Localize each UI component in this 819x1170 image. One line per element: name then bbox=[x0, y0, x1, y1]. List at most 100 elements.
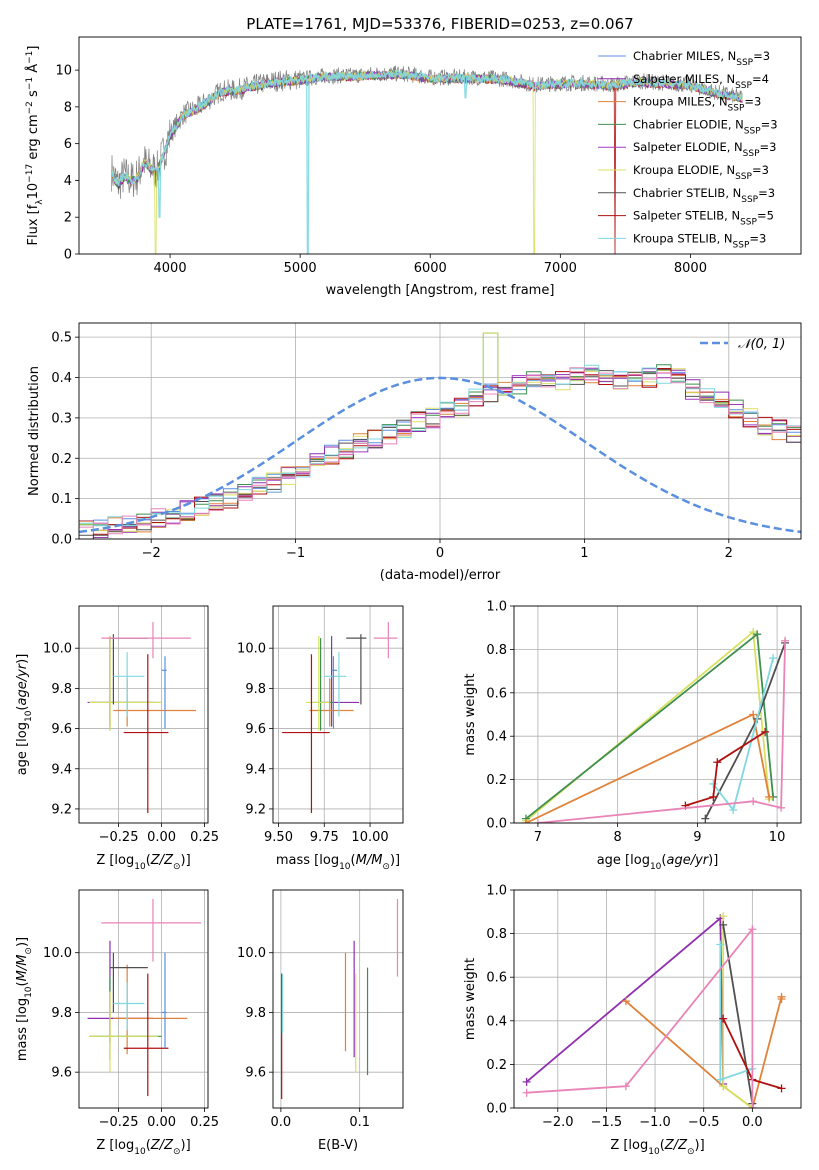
age_vs_Z-xlabel-part: ⊙ bbox=[173, 862, 181, 872]
weight-marker bbox=[729, 805, 738, 814]
x-tick-label: −0.5 bbox=[688, 1115, 720, 1130]
x-tick-label: 5000 bbox=[284, 261, 317, 276]
y-tick-label: 10.0 bbox=[43, 946, 72, 961]
y-tick-label: 9.2 bbox=[51, 802, 72, 817]
weight_vs_Z-xlabel-part: 10 bbox=[648, 1147, 660, 1157]
mass_vs_ebv-panel: 0.0 0.1 9.6 9.8 10.0 E(B-V) bbox=[237, 889, 404, 1153]
age_vs_Z-ylabel-part: age [log bbox=[15, 722, 30, 775]
x-tick-label: 0.0 bbox=[742, 1115, 763, 1130]
mass_vs_Z-points bbox=[87, 898, 202, 1097]
weight_vs_Z-xlabel: Z [log10(Z/Z⊙)] bbox=[610, 1138, 704, 1157]
y-tick-label: 0.8 bbox=[486, 643, 507, 658]
legend-label: Salpeter ELODIE, NSSP=3 bbox=[633, 140, 776, 159]
residuals-xlabel: (data-model)/error bbox=[380, 568, 501, 583]
y-tick-label: 9.6 bbox=[245, 1066, 266, 1081]
weight-marker bbox=[765, 792, 774, 801]
model-line-kroupa_stelib bbox=[110, 69, 743, 254]
spectrum-ylabel-part: −17 bbox=[25, 164, 35, 183]
age_vs_Z-ylabel: age [log10(age/yr)] bbox=[15, 654, 34, 776]
axes-frame bbox=[78, 322, 802, 540]
spectrum-ylabel-part: 10 bbox=[26, 183, 41, 200]
legend-label-part: SSP bbox=[735, 172, 752, 182]
age_vs_mass-xlabel-part: mass [log bbox=[276, 853, 339, 868]
y-tick-label: 0 bbox=[64, 248, 72, 263]
axes-frame bbox=[513, 605, 802, 824]
y-tick-label: 9.6 bbox=[51, 1066, 72, 1081]
spectrum-ylabel-part: λ bbox=[35, 199, 45, 205]
legend-label-part: =3 bbox=[744, 95, 761, 109]
legend-label-part: Salpeter STELIB, N bbox=[633, 209, 740, 223]
legend-label-part: SSP bbox=[740, 218, 757, 228]
legend-label-part: =3 bbox=[753, 49, 770, 63]
y-tick-label: 0.0 bbox=[486, 817, 507, 832]
y-tick-label: 9.8 bbox=[245, 1006, 266, 1021]
spectrum-ylabel-part: Å bbox=[25, 64, 41, 77]
x-tick-label: 10 bbox=[769, 830, 786, 845]
y-tick-label: 0.8 bbox=[486, 927, 507, 942]
mass_vs_Z-xlabel: Z [log10(Z/Z⊙)] bbox=[96, 1138, 190, 1157]
age_vs_Z-xlabel-part: Z/Z bbox=[150, 853, 174, 868]
age_vs_Z-ylabel-part: ( bbox=[15, 706, 30, 711]
y-tick-label: 6 bbox=[64, 137, 72, 152]
weight_vs_Z-ylabel: mass weight bbox=[463, 958, 478, 1040]
legend-label: Kroupa STELIB, NSSP=3 bbox=[633, 231, 766, 250]
weight-marker bbox=[777, 995, 786, 1003]
weight-marker bbox=[749, 710, 758, 719]
legend-label-part: =5 bbox=[757, 209, 774, 223]
y-tick-label: 0.6 bbox=[486, 686, 507, 701]
y-tick-label: 0.0 bbox=[51, 533, 72, 548]
legend-label-part: Kroupa MILES, N bbox=[633, 95, 728, 109]
y-tick-label: 10.0 bbox=[237, 946, 266, 961]
y-tick-label: 10.0 bbox=[237, 642, 266, 657]
legend-label-part: SSP bbox=[744, 126, 761, 136]
legend-label-part: SSP bbox=[736, 58, 753, 68]
legend-label-part: Salpeter ELODIE, N bbox=[633, 140, 743, 154]
mass_vs_ebv-points bbox=[281, 898, 399, 1100]
age_vs_mass-points bbox=[282, 622, 398, 813]
mass_vs_Z-ylabel-part: 10 bbox=[24, 986, 34, 998]
x-tick-label: 8000 bbox=[674, 261, 707, 276]
weight-line-pink bbox=[526, 926, 754, 1108]
mass_vs_Z-xlabel-part: Z/Z bbox=[150, 1138, 174, 1153]
y-tick-label: 2 bbox=[64, 211, 72, 226]
weight_vs_age-series bbox=[521, 628, 790, 823]
weight-marker bbox=[753, 630, 762, 639]
weight-marker bbox=[749, 797, 758, 806]
age_vs_Z-ylabel-part: )] bbox=[15, 654, 30, 664]
legend-label-part: =3 bbox=[758, 186, 775, 200]
mass_vs_Z-ylabel-part: ( bbox=[15, 981, 30, 986]
weight-line-kroupa_stelib bbox=[719, 944, 753, 1081]
age_vs_mass-xlabel-part: 10 bbox=[339, 862, 351, 872]
x-tick-label: 1 bbox=[580, 546, 588, 561]
y-tick-label: 8 bbox=[64, 100, 72, 115]
weight_vs_age-xlabel-part: age/yr bbox=[666, 853, 709, 868]
weight-marker bbox=[777, 1084, 786, 1093]
y-tick-label: 9.6 bbox=[51, 722, 72, 737]
y-tick-label: 0.2 bbox=[486, 1058, 507, 1073]
y-tick-label: 0.2 bbox=[51, 452, 72, 467]
weight_vs_age-xlabel: age [log10(age/yr)] bbox=[597, 853, 719, 872]
weight_vs_Z-xlabel-part: ( bbox=[660, 1138, 665, 1153]
y-tick-label: 0.2 bbox=[486, 773, 507, 788]
mass_vs_Z-ylabel-part: mass [log bbox=[15, 998, 30, 1061]
weight-marker bbox=[709, 779, 718, 788]
weight-marker bbox=[719, 920, 728, 929]
x-tick-label: −2 bbox=[142, 546, 161, 561]
weight-line-pink bbox=[537, 640, 786, 823]
legend-label: 𝒩(0, 1) bbox=[738, 337, 785, 352]
spectrum-ylabel-part: erg cm bbox=[26, 114, 41, 163]
weight-marker bbox=[709, 792, 718, 801]
spectrum-ylabel-part: −1 bbox=[25, 77, 35, 90]
legend-label-part: =3 bbox=[761, 117, 778, 131]
y-tick-label: 0.0 bbox=[486, 1102, 507, 1117]
x-tick-label: 0.00 bbox=[147, 1115, 176, 1130]
x-tick-label: 7000 bbox=[544, 261, 577, 276]
weight_vs_age-xlabel-part: ( bbox=[661, 853, 666, 868]
weight-marker bbox=[748, 1104, 757, 1108]
y-tick-label: 0.6 bbox=[486, 971, 507, 986]
x-tick-label: 0.00 bbox=[147, 830, 176, 845]
weight-line-salpeter_stelib bbox=[685, 731, 766, 807]
age_vs_mass-xlabel-part: )] bbox=[390, 853, 400, 868]
